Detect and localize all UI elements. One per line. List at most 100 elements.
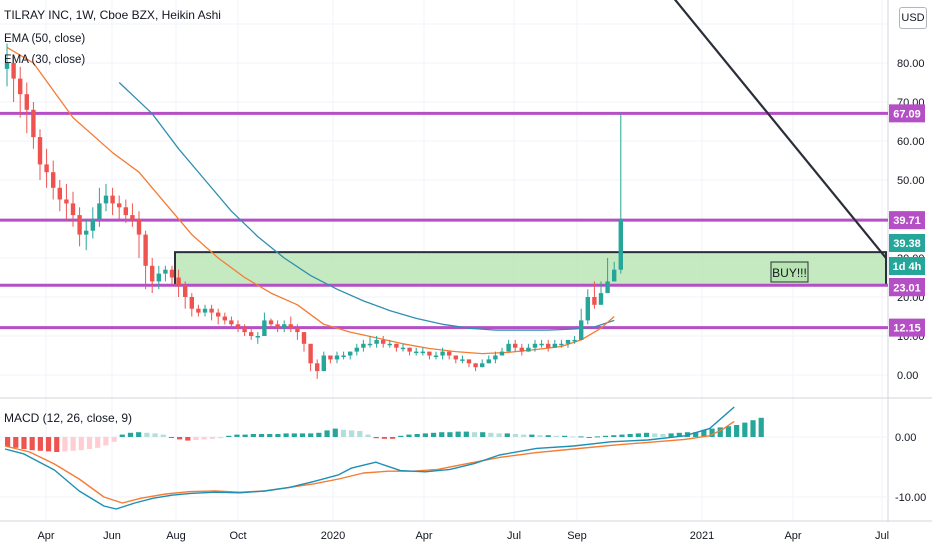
level-tag: 67.09 [893, 108, 921, 120]
macd-histogram-bar [742, 422, 748, 437]
time-axis-label: Aug [166, 530, 186, 542]
candle-body [103, 195, 109, 204]
candle-body [334, 355, 340, 360]
macd-histogram-bar [267, 434, 273, 437]
candle-body [183, 285, 188, 297]
candle-body [513, 343, 518, 348]
candle-body [189, 297, 194, 309]
candle-body [499, 351, 505, 356]
time-axis-label: Jul [507, 530, 521, 542]
candle-body [24, 94, 29, 110]
macd-histogram-bar [422, 433, 428, 437]
time-axis-label: 2020 [321, 530, 345, 542]
macd-histogram-bar [78, 437, 84, 451]
macd-histogram-bar [463, 431, 469, 437]
candle-body [354, 347, 359, 352]
macd-histogram-bar [242, 434, 248, 437]
trendline [673, 0, 887, 259]
macd-histogram-bar [750, 420, 756, 437]
macd-histogram-bar [193, 437, 199, 440]
candle-body [57, 187, 62, 200]
macd-histogram-bar [406, 434, 412, 437]
macd-histogram-bar [611, 435, 617, 437]
macd-histogram-bar [619, 434, 625, 437]
macd-histogram-bar [332, 428, 338, 437]
time-axis-label: Apr [37, 530, 54, 542]
macd-histogram-bar [365, 434, 371, 437]
candle-body [420, 351, 425, 354]
macd-histogram-bar [652, 433, 658, 437]
time-axis-label: Apr [415, 530, 432, 542]
countdown-tag-bg [889, 257, 925, 275]
candle-body [618, 220, 623, 270]
candle-body [229, 320, 234, 325]
macd-histogram-bar [676, 432, 682, 437]
candle-body [222, 316, 227, 321]
candle-body [473, 363, 478, 368]
macd-histogram-bar [111, 437, 117, 442]
candle-body [143, 234, 148, 266]
candle-body [315, 363, 320, 372]
macd-histogram-bar [62, 437, 68, 452]
candle-body [216, 312, 221, 317]
macd-histogram-bar [635, 433, 641, 437]
macd-histogram-bar [103, 437, 109, 446]
macd-histogram-bar [643, 432, 650, 437]
macd-histogram-bar [226, 435, 232, 437]
macd-histogram-bar [357, 431, 363, 437]
candle-body [361, 343, 366, 348]
candle-body [110, 195, 115, 204]
buy-label: BUY!!! [772, 266, 807, 280]
candle-body [275, 324, 280, 329]
macd-histogram-bar [586, 437, 592, 438]
level-tag: 12.15 [893, 323, 921, 335]
macd-histogram-bar [316, 432, 322, 437]
macd-histogram-bar [70, 437, 76, 451]
level-tag: 23.01 [893, 282, 921, 294]
macd-histogram-bar [602, 435, 609, 437]
macd-histogram-bar [217, 437, 224, 439]
candle-body [414, 351, 419, 354]
macd-histogram-bar [258, 434, 265, 437]
candle-body [209, 308, 214, 313]
macd-histogram-bar [512, 434, 519, 437]
candle-body [90, 219, 95, 231]
candle-body [493, 355, 498, 360]
time-axis-label: Sep [567, 530, 587, 542]
macd-signal-line [4, 420, 735, 504]
macd-histogram-bar [758, 417, 764, 437]
candle-body [262, 320, 267, 336]
candle-body [519, 347, 524, 352]
candle-body [18, 78, 23, 95]
macd-histogram-bar [29, 437, 35, 451]
macd-histogram-bar [177, 437, 183, 440]
macd-histogram-bar [537, 435, 543, 437]
macd-histogram-bar [86, 437, 93, 449]
macd-histogram-bar [234, 434, 240, 437]
macd-histogram-bar [439, 432, 445, 437]
macd-histogram-bar [668, 433, 674, 437]
candle-body [539, 343, 544, 346]
candle-body [466, 359, 472, 364]
macd-histogram-bar [324, 430, 330, 437]
macd-histogram-bar [725, 426, 732, 437]
candle-body [64, 199, 69, 204]
candle-body [427, 351, 432, 356]
candle-body [242, 328, 247, 333]
ema50-line [118, 82, 615, 331]
candle-body [4, 63, 10, 69]
macd-histogram-bar [627, 434, 633, 437]
currency-button[interactable]: USD [899, 7, 927, 29]
macd-histogram-bar [185, 437, 191, 441]
time-axis-label: Jul [875, 530, 889, 542]
macd-histogram-bar [578, 436, 584, 438]
candle-body [308, 343, 313, 364]
price-tag-bg [889, 234, 925, 252]
buy-label-box [770, 261, 809, 283]
macd-histogram-bar [127, 432, 134, 437]
macd-histogram-bar [283, 433, 289, 437]
candle-body [367, 343, 373, 346]
macd-histogram-bar [570, 436, 576, 438]
macd-histogram-bar [529, 434, 535, 437]
